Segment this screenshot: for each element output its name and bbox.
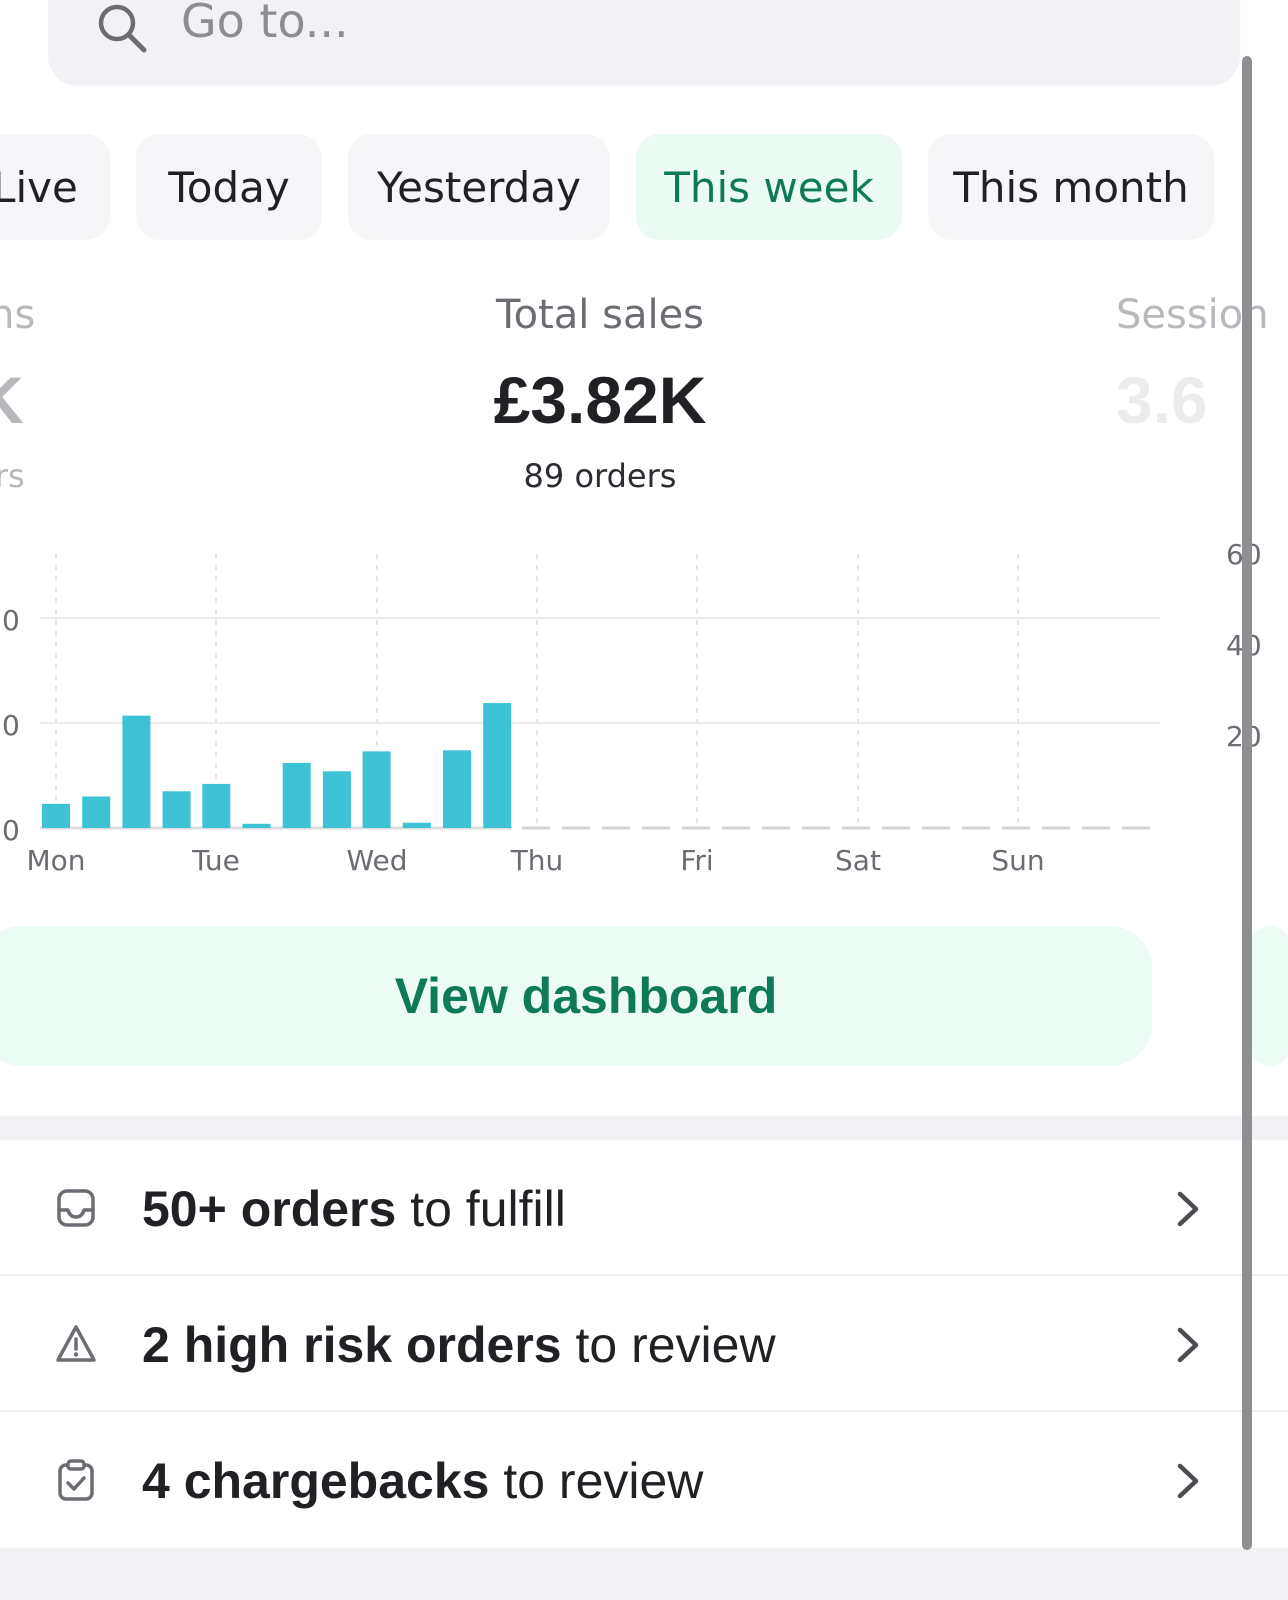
metric-total-sales-orders: 89 orders [523, 457, 677, 495]
task-text: 2 high risk orders to review [142, 1317, 776, 1373]
y-tick-label-left: 0 [2, 604, 20, 637]
y-tick-label-left: 0 [2, 814, 20, 847]
task-row-high-risk-orders[interactable]: 2 high risk orders to review [0, 1276, 1288, 1412]
y-tick-label-left: 0 [2, 709, 20, 742]
search-input[interactable]: Go to... [181, 0, 349, 48]
bar-mon-3 [162, 791, 191, 828]
metric-left[interactable]: ons K ors [0, 290, 60, 496]
x-tick-label: Mon [26, 844, 85, 877]
metric-left-label: ons [0, 292, 36, 338]
task-list: 50+ orders to fulfill 2 high risk orders… [0, 1140, 1288, 1548]
search-icon [98, 4, 147, 53]
view-dashboard-button[interactable]: View dashboard [0, 926, 1152, 1066]
view-dashboard-label: View dashboard [394, 968, 778, 1024]
bar-tue-1 [242, 823, 271, 828]
bar-wed-0 [362, 751, 391, 828]
chevron-right-icon [1177, 1191, 1199, 1227]
x-tick-label: Fri [680, 844, 713, 877]
bar-wed-2 [443, 750, 471, 828]
inbox-icon [57, 1189, 95, 1227]
clipboard-check-icon [58, 1459, 94, 1501]
section-divider [0, 1116, 1288, 1140]
x-tick-label: Sat [835, 844, 881, 877]
bar-mon-1 [82, 796, 111, 828]
tab-live[interactable]: Live [0, 134, 110, 240]
sales-bar-chart: 000604020MonTueWedThuFriSatSun [2, 540, 1260, 877]
bar-mon-0 [42, 803, 70, 828]
x-tick-label: Tue [191, 844, 240, 877]
metric-sessions-value: 3.6 [1116, 363, 1208, 437]
bar-wed-1 [402, 822, 431, 828]
bar-tue-2 [282, 762, 311, 828]
task-text: 50+ orders to fulfill [142, 1181, 566, 1237]
bottom-section-strip [0, 1548, 1288, 1600]
metric-total-sales-label: Total sales [495, 292, 705, 338]
x-tick-label: Sun [991, 844, 1044, 877]
x-tick-label: Thu [510, 844, 564, 877]
search-bar[interactable]: Go to... [48, 0, 1240, 86]
metric-sessions[interactable]: Session 3.6 [1116, 290, 1288, 438]
metric-sessions-label: Session [1116, 292, 1269, 338]
task-row-chargebacks[interactable]: 4 chargebacks to review [0, 1412, 1288, 1548]
bar-tue-0 [202, 783, 231, 828]
task-text: 4 chargebacks to review [142, 1453, 704, 1509]
next-card-edge [1250, 926, 1288, 1066]
scrollbar[interactable] [1242, 56, 1252, 1550]
warning-icon [56, 1325, 96, 1362]
tab-this-week[interactable]: This week [636, 134, 902, 240]
bar-mon-2 [122, 715, 151, 828]
date-range-tabs: Live Today Yesterday This week This mont… [0, 134, 1260, 240]
tab-today[interactable]: Today [136, 134, 322, 240]
metric-left-value: K [0, 362, 60, 438]
chevron-right-icon [1177, 1463, 1199, 1499]
x-tick-label: Wed [346, 844, 407, 877]
tab-yesterday[interactable]: Yesterday [348, 134, 610, 240]
metric-total-sales[interactable]: Total sales £3.82K 89 orders [400, 290, 800, 496]
tab-this-month[interactable]: This month [928, 134, 1214, 240]
bar-wed-3 [483, 703, 512, 828]
metric-left-sub: ors [0, 457, 25, 495]
metric-total-sales-value: £3.82K [493, 363, 707, 437]
chevron-right-icon [1177, 1327, 1199, 1363]
bar-tue-3 [322, 771, 351, 828]
task-row-orders-to-fulfill[interactable]: 50+ orders to fulfill [0, 1140, 1288, 1276]
